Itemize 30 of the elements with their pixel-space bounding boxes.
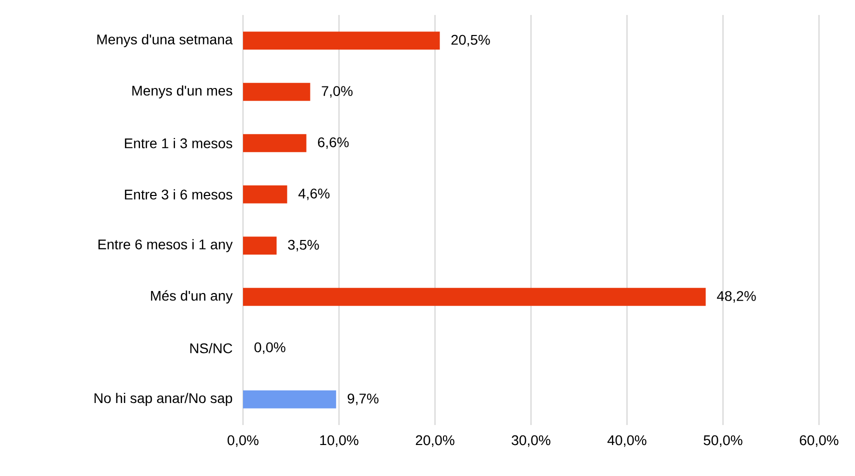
y-tick-label: Entre 1 i 3 mesos [124,138,232,148]
y-tick-label: Entre 3 i 6 mesos [124,189,232,200]
data-label: 4,6% [298,188,330,200]
data-label: 9,7% [348,394,378,406]
data-label: 0,0% [254,342,286,354]
x-tick-label: 20,0% [416,435,454,447]
bar [243,390,336,408]
bar [243,134,306,152]
x-tick-label: 10,0% [320,435,358,447]
x-tick-label: 0,0% [228,435,258,447]
data-label: 7,0% [322,86,353,98]
y-tick-label: Menys d'un mes [132,85,232,98]
x-tick-label: 40,0% [607,435,646,447]
x-tick-label: 30,0% [512,435,550,447]
data-label: 48,2% [716,291,756,303]
bar [243,82,310,101]
bar [243,288,706,306]
bar [243,32,440,50]
data-label: 3,5% [288,240,319,252]
x-tick-label: 60,0% [800,435,838,447]
y-tick-label: No hi sap anar/No sap [94,392,232,406]
bar [243,185,288,204]
data-label: 20,5% [451,34,490,46]
y-tick-label: Menys d'una setmana [97,34,233,48]
y-tick-label: Més d'un any [151,290,233,304]
x-tick-label: 50,0% [704,435,742,447]
bar [243,236,277,255]
data-label: 6,6% [318,137,349,149]
y-tick-label: Entre 6 mesos i 1 any [98,239,233,252]
y-tick-label: NS/NC [190,342,232,354]
